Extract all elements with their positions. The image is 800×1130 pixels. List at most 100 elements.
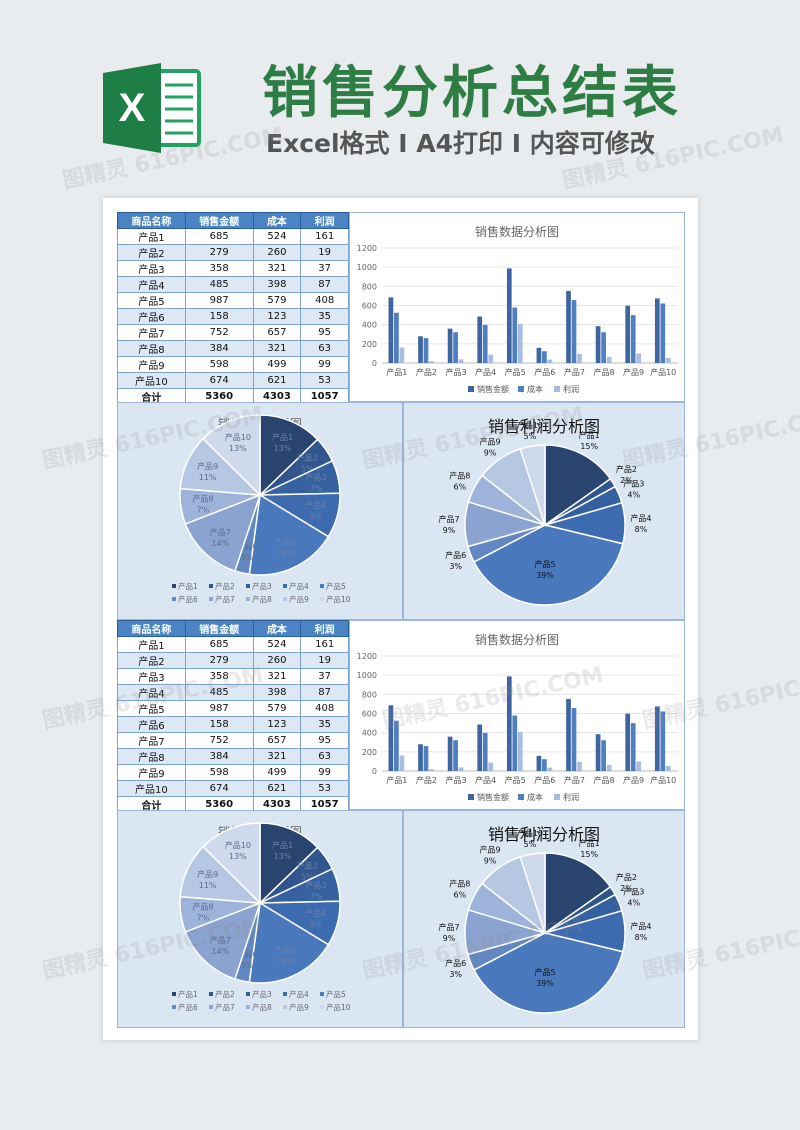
y-tick-label: 400 — [362, 729, 377, 738]
slice-category-label: 产品8 — [449, 471, 470, 481]
slice-percent-label: 4% — [627, 490, 640, 499]
legend-swatch — [320, 597, 324, 601]
table-row: 产品4 485 398 87 — [117, 276, 349, 293]
slice-percent-label: 5% — [524, 432, 537, 441]
slice-category-label: 产品5 — [274, 537, 295, 547]
table-row: 产品2 279 260 19 — [117, 244, 349, 261]
table-cell: 产品7 — [117, 732, 186, 749]
bar — [512, 715, 518, 771]
legend-label: 产品1 — [178, 989, 198, 999]
table-cell: 37 — [300, 260, 349, 277]
slice-category-label: 产品10 — [225, 840, 251, 850]
slice-percent-label: 4% — [627, 898, 640, 907]
table-row: 产品8 384 321 63 — [117, 340, 349, 357]
slice-percent-label: 14% — [211, 947, 229, 956]
table-cell: 95 — [300, 324, 349, 341]
slice-category-label: 产品7 — [438, 922, 459, 932]
table-cell: 685 — [184, 228, 254, 245]
table-cell: 598 — [184, 764, 254, 781]
slice-category-label: 产品8 — [192, 493, 213, 503]
y-tick-label: 200 — [362, 340, 377, 349]
bar — [625, 305, 631, 363]
bar — [542, 351, 547, 363]
table-cell: 358 — [184, 668, 254, 685]
slice-category-label: 产品3 — [623, 886, 644, 896]
table-cell: 产品3 — [117, 668, 186, 685]
column-header: 商品名称 — [117, 212, 186, 229]
column-header: 成本 — [252, 620, 302, 637]
bar — [477, 724, 483, 771]
y-tick-label: 1000 — [357, 263, 377, 272]
bar — [665, 357, 671, 363]
slice-percent-label: 14% — [211, 539, 229, 548]
bar — [488, 354, 494, 363]
slice-category-label: 产品7 — [210, 935, 231, 945]
x-tick-label: 产品5 — [505, 775, 526, 785]
pie-slice — [259, 414, 319, 497]
slice-percent-label: 7% — [310, 484, 323, 493]
table-cell: 579 — [252, 700, 302, 717]
legend-swatch — [172, 597, 176, 601]
legend-swatch — [468, 794, 474, 800]
table-cell: 321 — [252, 340, 302, 357]
x-tick-label: 产品9 — [623, 367, 644, 377]
y-tick-label: 1200 — [357, 652, 377, 661]
table-cell: 524 — [252, 228, 302, 245]
legend-swatch — [283, 1005, 287, 1009]
table-cell: 99 — [300, 764, 349, 781]
table-cell: 260 — [252, 652, 302, 669]
table-cell: 321 — [252, 668, 302, 685]
slice-category-label: 产品8 — [449, 879, 470, 889]
table-cell: 产品10 — [117, 372, 186, 389]
bar — [636, 761, 642, 771]
table-cell: 产品5 — [117, 700, 186, 717]
bar — [571, 300, 577, 363]
table-cell: 524 — [252, 636, 302, 653]
legend-label: 产品5 — [326, 581, 346, 591]
column-header: 销售金额 — [184, 620, 254, 637]
slice-percent-label: 9% — [309, 512, 322, 521]
column-header: 利润 — [300, 620, 349, 637]
bar — [517, 323, 523, 363]
slice-percent-label: 3% — [449, 562, 462, 571]
y-tick-label: 0 — [372, 767, 377, 776]
bar — [512, 307, 518, 363]
x-tick-label: 产品9 — [623, 775, 644, 785]
x-tick-label: 产品4 — [475, 367, 496, 377]
slice-category-label: 产品10 — [517, 420, 543, 430]
table-cell: 产品7 — [117, 324, 186, 341]
bar — [547, 767, 553, 771]
x-tick-label: 产品6 — [534, 367, 555, 377]
x-tick-label: 产品5 — [505, 367, 526, 377]
slice-category-label: 产品4 — [305, 500, 326, 510]
bar — [654, 706, 660, 771]
pie-slice — [202, 414, 261, 497]
table-cell: 37 — [300, 668, 349, 685]
table-cell: 685 — [184, 636, 254, 653]
legend-label: 产品7 — [215, 1002, 235, 1012]
bar — [453, 740, 458, 771]
legend-swatch — [283, 597, 287, 601]
profit-pie-chart-panel: 销售利润分析图 产品1 15% 产品2 2% 产品3 4% 产品4 8% 产品5 39% 产品6 3% 产… — [403, 810, 685, 1028]
slice-percent-label: 13% — [229, 852, 247, 861]
document-sheet: 商品名称 销售金额 成本 利润 产品1 685 524 161 产品2 279 260 19 产品3 35… — [103, 198, 698, 1040]
table-cell: 87 — [300, 276, 349, 293]
column-header: 商品名称 — [117, 620, 186, 637]
x-tick-label: 产品1 — [386, 367, 407, 377]
table-row: 产品10 674 621 53 — [117, 780, 349, 797]
bar — [394, 312, 399, 363]
table-cell: 产品3 — [117, 260, 186, 277]
slice-percent-label: 6% — [453, 891, 466, 900]
bar-chart: 0 200 400 600 800 1000 1200 产品1 产品2 产品3 产品4 产品5 产品6 产… — [357, 652, 678, 802]
table-cell: 产品8 — [117, 340, 186, 357]
bar — [429, 361, 434, 363]
table-cell: 499 — [252, 764, 302, 781]
bar — [571, 708, 577, 771]
profit-pie-chart: 产品1 15% 产品2 2%产品3 4% 产品4 8% 产品5 39% 产品6 3% 产品7 9% 产品8… — [438, 828, 652, 1014]
slice-percent-label: 5% — [301, 464, 314, 473]
legend-swatch — [283, 992, 287, 996]
pie-slice — [248, 901, 330, 984]
legend-swatch — [209, 597, 213, 601]
profit-pie-chart-panel: 销售利润分析图 产品1 15% 产品2 2% 产品3 4% 产品4 8% 产品5 39% 产品6 3% 产… — [403, 402, 685, 620]
table-cell: 63 — [300, 748, 349, 765]
